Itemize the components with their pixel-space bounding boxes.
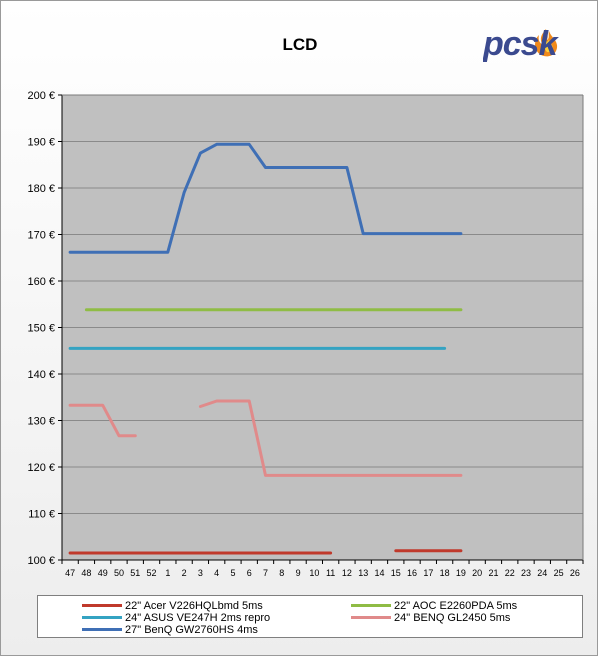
logo-text: pcsk: [483, 25, 560, 63]
x-tick-label: 11: [326, 568, 335, 578]
legend-label: 22" AOC E2260PDA 5ms: [394, 599, 518, 612]
y-tick-label: 200 €: [27, 90, 55, 102]
pcsk-logo: pcsk: [483, 25, 561, 63]
x-tick-label: 26: [570, 568, 580, 578]
legend-item: 22" AOC E2260PDA 5ms: [351, 599, 517, 612]
y-tick-label: 150 €: [27, 323, 55, 335]
legend-item: 27" BenQ GW2760HS 4ms: [82, 623, 258, 636]
x-tick-label: 5: [230, 568, 235, 578]
series-line-4: [68, 403, 137, 438]
x-tick-label: 22: [505, 568, 515, 578]
x-tick-label: 15: [391, 568, 401, 578]
x-tick-label: 48: [81, 568, 91, 578]
legend-item: 22" Acer V226HQLbmd 5ms: [82, 599, 263, 612]
y-tick-label: 100 €: [27, 555, 55, 567]
x-tick-label: 23: [521, 568, 531, 578]
legend-swatch: [351, 616, 391, 619]
x-tick-label: 52: [147, 568, 157, 578]
x-tick-label: 21: [488, 568, 498, 578]
series-line-5: [68, 142, 463, 254]
legend: 22" Acer V226HQLbmd 5ms 22" AOC E2260PDA …: [37, 595, 583, 638]
legend-label: 27" BenQ GW2760HS 4ms: [125, 623, 258, 636]
x-tick-label: 4: [214, 568, 219, 578]
x-tick-label: 13: [358, 568, 368, 578]
legend-item: 24" ASUS VE247H 2ms repro: [82, 611, 270, 624]
series-line-4: [198, 399, 463, 477]
x-tick-label: 9: [296, 568, 301, 578]
y-tick-label: 170 €: [27, 230, 55, 242]
y-tick-label: 120 €: [27, 462, 55, 474]
legend-swatch: [82, 604, 122, 607]
legend-label: 24" BENQ GL2450 5ms: [394, 611, 511, 624]
x-tick-label: 51: [130, 568, 140, 578]
line-chart: 100 € 110 € 120 € 130 € 140 € 150 € 160 € 170 €…: [27, 90, 584, 578]
y-tick-label: 130 €: [27, 416, 55, 428]
x-tick-label: 10: [309, 568, 319, 578]
y-tick-label: 140 €: [27, 369, 55, 381]
legend-swatch: [82, 616, 122, 619]
x-tick-label: 3: [198, 568, 203, 578]
x-tick-label: 14: [374, 568, 384, 578]
legend-label: 22" Acer V226HQLbmd 5ms: [125, 599, 263, 612]
x-tick-label: 24: [537, 568, 547, 578]
x-tick-label: 6: [247, 568, 252, 578]
x-tick-label: 49: [98, 568, 108, 578]
flame-icon: [535, 29, 558, 57]
legend-swatch: [351, 604, 391, 607]
chart-title: LCD: [282, 35, 318, 54]
x-tick-label: 1: [165, 568, 170, 578]
x-tick-label: 7: [263, 568, 268, 578]
legend-swatch: [82, 628, 122, 631]
x-tick-label: 18: [440, 568, 450, 578]
x-tick-label: 16: [407, 568, 417, 578]
x-tick-label: 50: [114, 568, 124, 578]
x-tick-label: 25: [554, 568, 564, 578]
legend-label: 24" ASUS VE247H 2ms repro: [125, 611, 271, 624]
legend-item: 24" BENQ GL2450 5ms: [351, 611, 510, 624]
y-tick-label: 160 €: [27, 276, 55, 288]
x-tick-label: 8: [279, 568, 284, 578]
y-tick-label: 190 €: [27, 137, 55, 149]
x-tick-label: 20: [472, 568, 482, 578]
x-tick-label: 47: [65, 568, 75, 578]
x-tick-label: 12: [342, 568, 352, 578]
x-tick-label: 17: [423, 568, 433, 578]
x-tick-label: 2: [182, 568, 187, 578]
y-tick-label: 110 €: [28, 509, 55, 521]
x-tick-label: 19: [456, 568, 466, 578]
y-tick-label: 180 €: [27, 183, 55, 195]
